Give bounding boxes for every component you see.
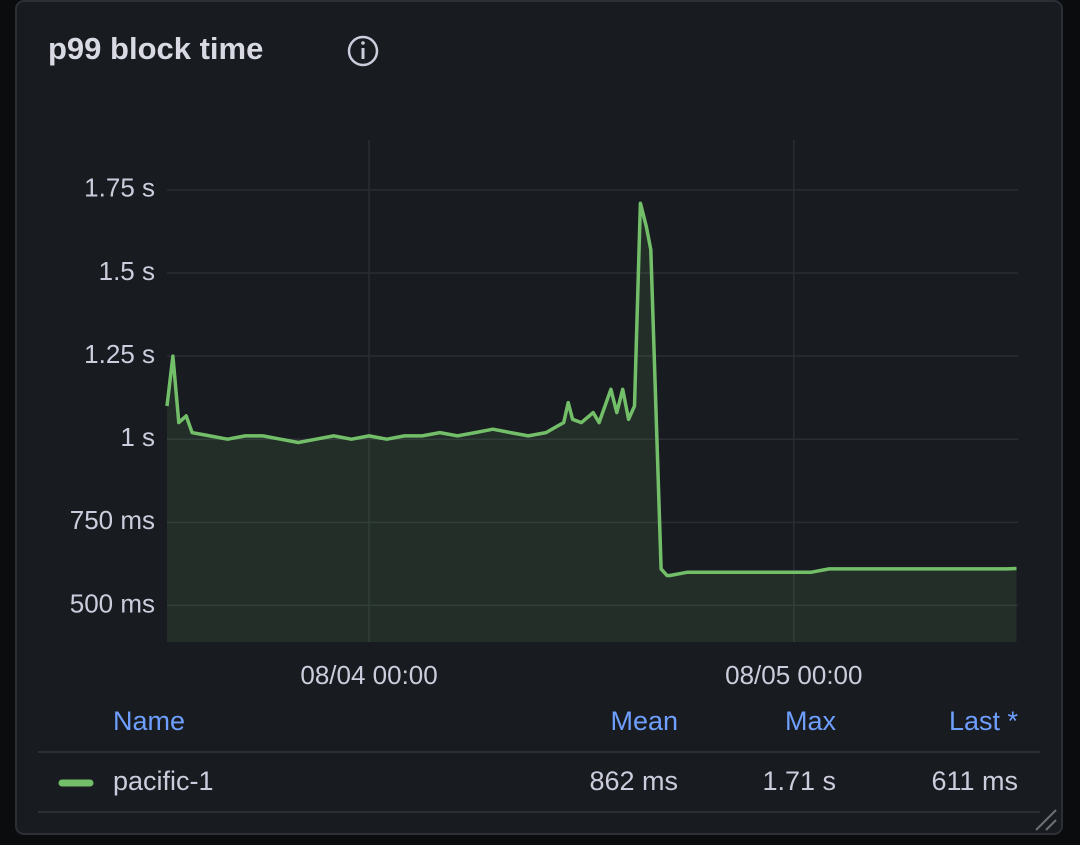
legend-series-name: pacific-1 <box>113 766 214 796</box>
series-area <box>167 203 1017 642</box>
panel-title: p99 block time <box>48 31 263 66</box>
legend-column-header: Mean <box>610 706 678 736</box>
legend-stat: 862 ms <box>589 766 678 796</box>
info-icon[interactable] <box>347 35 379 67</box>
series-line <box>165 201 1017 578</box>
y-tick-label: 1.5 s <box>99 256 155 286</box>
legend-stat: 1.71 s <box>762 766 836 796</box>
x-tick-label: 08/05 00:00 <box>725 660 862 690</box>
legend-column-header: Last * <box>949 706 1019 736</box>
legend-column-header: Name <box>113 706 185 736</box>
legend-stat: 611 ms <box>931 766 1018 796</box>
y-tick-label: 750 ms <box>70 505 155 535</box>
resize-handle[interactable] <box>1035 809 1057 831</box>
y-tick-label: 1 s <box>120 422 155 452</box>
y-tick-label: 1.75 s <box>84 173 155 203</box>
panel-frame <box>15 0 1063 835</box>
x-tick-label: 08/04 00:00 <box>300 660 437 690</box>
y-tick-label: 500 ms <box>70 588 155 618</box>
legend-column-header: Max <box>785 706 837 736</box>
y-tick-label: 1.25 s <box>84 339 155 369</box>
